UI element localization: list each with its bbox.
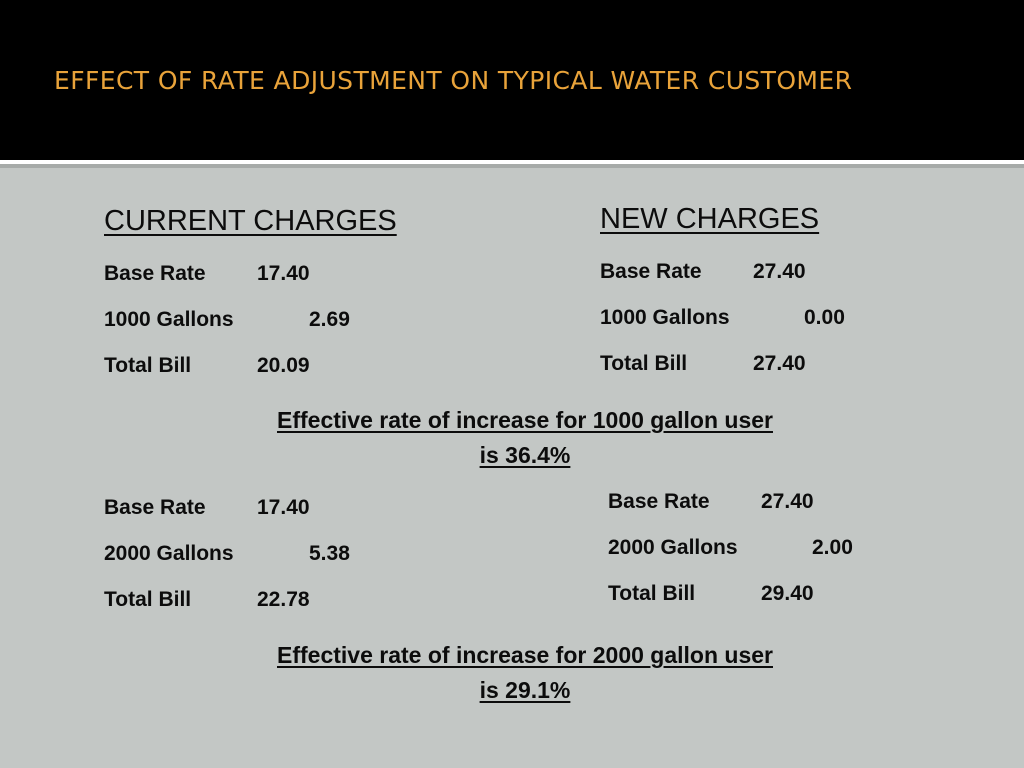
note-line: is 36.4% bbox=[479, 442, 571, 468]
row-value: 0.00 bbox=[804, 306, 845, 329]
row-value: 20.09 bbox=[257, 354, 310, 377]
row-value: 17.40 bbox=[257, 496, 310, 519]
row-value: 27.40 bbox=[753, 352, 806, 375]
current2-total-bill-row: Total Bill 22.78 bbox=[104, 588, 310, 612]
row-value: 2.00 bbox=[812, 536, 853, 559]
row-value: 27.40 bbox=[753, 260, 806, 283]
row-label: Total Bill bbox=[104, 588, 192, 611]
row-label: Base Rate bbox=[608, 490, 710, 513]
current-base-rate-row: Base Rate 17.40 bbox=[104, 262, 310, 286]
row-label: 1000 Gallons bbox=[600, 306, 730, 329]
row-label: 2000 Gallons bbox=[608, 536, 738, 559]
current-gallons-row: 1000 Gallons 2.69 bbox=[104, 308, 350, 332]
row-value: 17.40 bbox=[257, 262, 310, 285]
note-line: Effective rate of increase for 2000 gall… bbox=[277, 642, 773, 668]
row-value: 29.40 bbox=[761, 582, 814, 605]
row-label: Total Bill bbox=[608, 582, 696, 605]
current-total-bill-row: Total Bill 20.09 bbox=[104, 354, 310, 378]
slide-title: EFFECT OF RATE ADJUSTMENT ON TYPICAL WAT… bbox=[54, 66, 853, 95]
title-divider bbox=[0, 160, 1024, 164]
row-label: 2000 Gallons bbox=[104, 542, 234, 565]
row-label: Base Rate bbox=[104, 262, 206, 285]
row-label: Total Bill bbox=[600, 352, 688, 375]
row-value: 2.69 bbox=[309, 308, 350, 331]
title-divider-shadow bbox=[0, 164, 1024, 168]
row-value: 5.38 bbox=[309, 542, 350, 565]
row-value: 27.40 bbox=[761, 490, 814, 513]
new2-gallons-row: 2000 Gallons 2.00 bbox=[608, 536, 853, 560]
row-value: 22.78 bbox=[257, 588, 310, 611]
current2-base-rate-row: Base Rate 17.40 bbox=[104, 496, 310, 520]
current2-gallons-row: 2000 Gallons 5.38 bbox=[104, 542, 350, 566]
new-gallons-row: 1000 Gallons 0.00 bbox=[600, 306, 845, 330]
new2-total-bill-row: Total Bill 29.40 bbox=[608, 582, 814, 606]
note-line: Effective rate of increase for 1000 gall… bbox=[277, 407, 773, 433]
title-bar: EFFECT OF RATE ADJUSTMENT ON TYPICAL WAT… bbox=[0, 0, 1024, 160]
new-total-bill-row: Total Bill 27.40 bbox=[600, 352, 806, 376]
rate-increase-note-2000: Effective rate of increase for 2000 gall… bbox=[150, 638, 900, 708]
current-charges-heading: CURRENT CHARGES bbox=[104, 205, 397, 237]
new-charges-heading: NEW CHARGES bbox=[600, 203, 820, 235]
row-label: Base Rate bbox=[600, 260, 702, 283]
row-label: 1000 Gallons bbox=[104, 308, 234, 331]
new2-base-rate-row: Base Rate 27.40 bbox=[608, 490, 814, 514]
rate-increase-note-1000: Effective rate of increase for 1000 gall… bbox=[150, 403, 900, 473]
note-line: is 29.1% bbox=[479, 677, 571, 703]
new-base-rate-row: Base Rate 27.40 bbox=[600, 260, 806, 284]
row-label: Total Bill bbox=[104, 354, 192, 377]
row-label: Base Rate bbox=[104, 496, 206, 519]
